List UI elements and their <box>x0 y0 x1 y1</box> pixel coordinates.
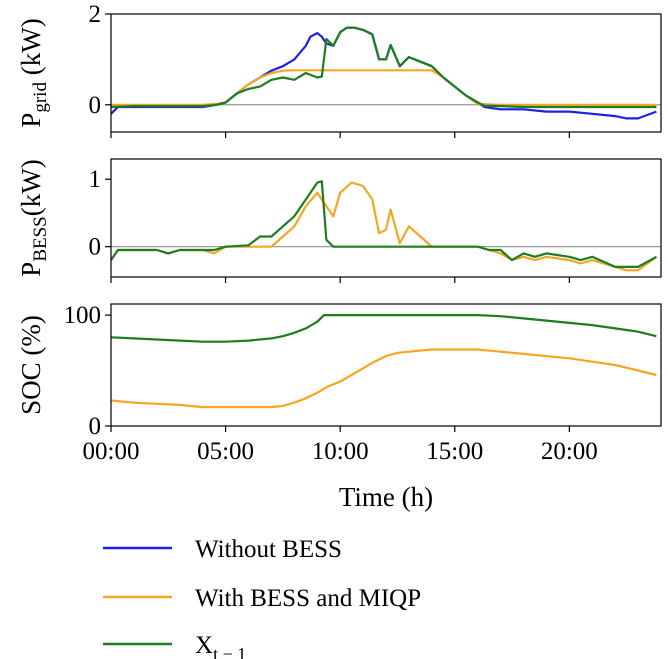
panel-grid: 0 2 Pgrid (kW) <box>16 1 662 138</box>
y-tick-label: 0 <box>89 92 102 119</box>
y-axis-label-main: P <box>16 262 46 277</box>
y-axis-label-sub: grid <box>30 82 51 113</box>
y-axis-label-main: SOC (%) <box>16 315 46 415</box>
legend-label-sub: t − 1 <box>213 644 246 659</box>
legend-label-main: With BESS and MIQP <box>195 585 421 612</box>
y-tick-label: 0 <box>89 234 102 261</box>
axes-frame <box>110 158 662 278</box>
y-axis-label: PBESS(kW) <box>16 159 51 276</box>
y-axis-label-main: P <box>16 113 46 128</box>
y-tick-label: 0 <box>89 413 102 440</box>
y-axis-label-sub: BESS <box>30 216 51 261</box>
y-axis-label: Pgrid (kW) <box>16 18 51 127</box>
series-xt-line <box>111 314 657 343</box>
x-tick-label: 10:00 <box>312 438 369 465</box>
panel-soc: 0 100 SOC (%) <box>16 302 662 440</box>
x-tick-label: 15:00 <box>426 438 483 465</box>
x-axis-label: Time (h) <box>339 482 433 512</box>
series-xt-line <box>111 26 657 109</box>
series-with-line <box>111 348 657 409</box>
series-with-line <box>111 181 658 272</box>
y-axis-label-unit: (kW) <box>16 159 46 216</box>
axes-frame <box>110 303 662 427</box>
y-tick-label: 100 <box>64 302 102 329</box>
x-tick-label: 05:00 <box>197 438 254 465</box>
legend-label-with: With BESS and MIQP <box>195 585 421 612</box>
x-tick-label: 00:00 <box>83 438 140 465</box>
x-tick-label: 20:00 <box>541 438 598 465</box>
y-tick-label: 2 <box>89 1 102 28</box>
y-tick-label: 1 <box>89 166 102 193</box>
series-with-line <box>111 69 657 106</box>
series-xt-line <box>111 180 657 268</box>
axes-frame <box>110 13 662 133</box>
y-axis-label-unit: (kW) <box>16 18 46 82</box>
legend-label-main: X <box>195 632 213 659</box>
legend-label-xt: Xt − 1 <box>195 632 246 659</box>
legend-label-main: Without BESS <box>195 536 342 563</box>
panel-bess: 0 1 PBESS(kW) <box>16 158 662 283</box>
y-axis-label: SOC (%) <box>16 315 46 415</box>
legend-label-without: Without BESS <box>195 536 342 563</box>
legend: Without BESS With BESS and MIQP Xt − 1 <box>103 536 421 659</box>
